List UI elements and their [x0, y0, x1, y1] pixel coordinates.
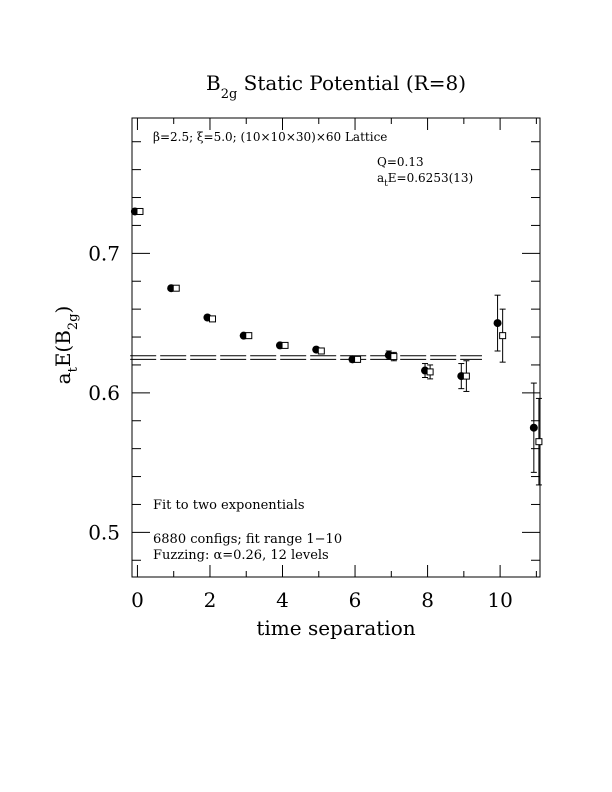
data-point-circle	[493, 319, 502, 328]
data-point-circle	[529, 423, 538, 432]
fuzzing-annotation: Fuzzing: α=0.26, 12 levels	[153, 548, 329, 563]
energy-annotation: atE=0.6253(13)	[377, 171, 473, 189]
fit-band	[130, 355, 482, 360]
y-tick-label: 0.6	[88, 381, 120, 405]
y-tick-label: 0.5	[88, 520, 120, 544]
chart-title: B2g Static Potential (R=8)	[206, 71, 466, 102]
data-point-square	[317, 347, 325, 355]
x-tick-label: 8	[421, 588, 434, 612]
x-tick-label: 0	[131, 588, 144, 612]
data-point-square	[136, 207, 144, 215]
q-annotation: Q=0.13	[377, 155, 424, 169]
data-point-square	[535, 438, 543, 446]
data-point-square	[426, 368, 434, 376]
lattice-annotation: β=2.5; ξ=5.0; (10×10×30)×60 Lattice	[153, 130, 387, 144]
data-point-square	[245, 332, 253, 340]
data-point-square	[281, 341, 289, 349]
data-point-square	[462, 372, 470, 380]
data-point-square	[390, 353, 398, 361]
data-point-square	[354, 355, 362, 363]
data-point-square	[172, 284, 180, 292]
y-axis-label: atE(B2g)	[51, 306, 81, 385]
data-point-square	[499, 332, 507, 340]
x-tick-label: 4	[276, 588, 289, 612]
data-points	[130, 207, 543, 486]
y-tick-label: 0.7	[88, 241, 120, 265]
plot-frame	[131, 117, 541, 578]
axis-ticks: 0 2 4 6 8 10 0.5 0.6 0.7	[88, 118, 540, 612]
fit-method-annotation: Fit to two exponentials	[153, 498, 305, 513]
y-axis-label-group: atE(B2g)	[51, 306, 81, 385]
x-axis-label: time separation	[256, 616, 415, 640]
x-tick-label: 2	[204, 588, 217, 612]
x-tick-label: 6	[349, 588, 362, 612]
x-tick-label: 10	[487, 588, 512, 612]
configs-annotation: 6880 configs; fit range 1−10	[153, 532, 342, 547]
data-point-square	[209, 315, 217, 323]
